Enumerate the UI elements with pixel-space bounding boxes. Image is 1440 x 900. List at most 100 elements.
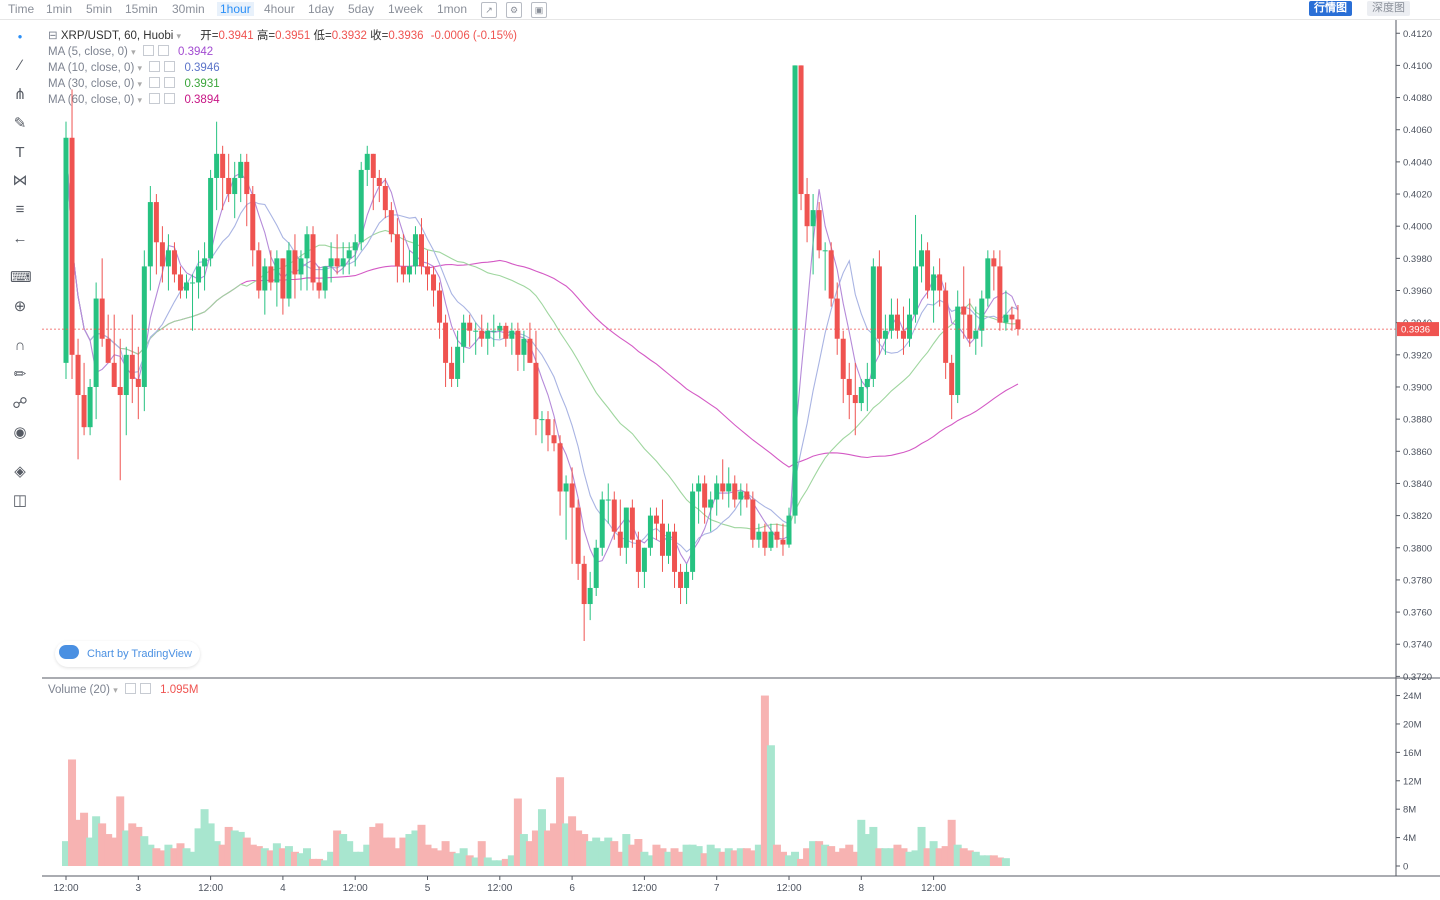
pattern-icon[interactable]: ⋈ <box>12 172 28 189</box>
candle <box>714 475 720 516</box>
candle <box>412 226 418 275</box>
back-arrow-icon[interactable]: ← <box>12 230 28 247</box>
candle-body <box>949 362 955 396</box>
volume-bar <box>152 848 161 866</box>
time-tick-label: 12:00 <box>53 883 78 894</box>
zoom-icon[interactable]: ⊕ <box>13 298 27 315</box>
volume-bar <box>965 850 974 866</box>
ma5-settings-icon[interactable] <box>142 45 154 56</box>
trend-line-icon[interactable]: ∕ <box>18 57 22 74</box>
eye-icon[interactable]: ◉ <box>13 424 27 441</box>
text-icon[interactable]: T <box>15 144 25 161</box>
candle-body <box>171 250 177 275</box>
ma5-remove-icon[interactable] <box>157 45 169 56</box>
candle-body <box>955 306 961 396</box>
layers-icon[interactable]: ◈ <box>14 463 26 480</box>
chart-type-icon[interactable]: ↗ <box>481 2 497 18</box>
volume-bar <box>224 826 233 866</box>
volume-bar <box>899 848 908 866</box>
candle <box>943 282 949 379</box>
tf-4hour[interactable]: 4hour <box>264 2 295 16</box>
candle-body <box>394 234 400 267</box>
tf-5day[interactable]: 5day <box>348 2 375 16</box>
volume-bar <box>158 850 167 866</box>
candle <box>587 571 593 621</box>
ma60-settings-icon[interactable] <box>149 93 161 104</box>
tf-30min[interactable]: 30min <box>172 2 205 16</box>
volume-legend[interactable]: Volume (20) ▾ 1.095M <box>48 683 199 696</box>
candle-body <box>919 250 925 267</box>
ma30-line <box>65 137 1019 530</box>
tradingview-watermark[interactable]: Chart by TradingView <box>55 641 200 667</box>
volume-bar <box>863 834 872 866</box>
candle <box>286 242 292 307</box>
ma10-remove-icon[interactable] <box>164 61 176 72</box>
fib-icon[interactable]: ≡ <box>15 201 25 218</box>
tf-1week[interactable]: 1week <box>388 2 423 16</box>
candle <box>63 121 69 379</box>
volume-bar <box>983 855 992 866</box>
tf-5min[interactable]: 5min <box>86 2 113 16</box>
time-tick-label: 7 <box>714 883 720 894</box>
candle <box>304 226 310 291</box>
depth-view-button[interactable]: 深度图 <box>1367 1 1410 16</box>
volume-bar <box>290 851 299 866</box>
trash-icon[interactable]: ◫ <box>12 492 28 509</box>
unlock-icon[interactable]: ☍ <box>12 395 28 412</box>
settings-icon[interactable]: ⚙ <box>506 2 522 18</box>
tf-1mon[interactable]: 1mon <box>437 2 468 16</box>
volume-bar <box>260 848 269 866</box>
pitchfork-icon[interactable]: ⋔ <box>13 86 27 103</box>
volume-bar <box>284 846 293 866</box>
ma10-legend[interactable]: MA (10, close, 0) ▾ 0.3946 <box>48 61 220 74</box>
tf-1hour[interactable]: 1hour <box>217 2 254 16</box>
candle-body <box>159 242 165 267</box>
tf-15min[interactable]: 15min <box>125 2 158 16</box>
volume-bar <box>435 850 444 866</box>
magnet-icon[interactable]: ∩ <box>14 337 26 354</box>
brush-icon[interactable]: ✎ <box>13 115 27 132</box>
ma5-legend[interactable]: MA (5, close, 0) ▾ 0.3942 <box>48 45 214 58</box>
volume-remove-icon[interactable] <box>139 683 151 694</box>
candle-body <box>792 65 798 516</box>
fullscreen-icon[interactable]: ▣ <box>531 2 547 18</box>
tf-1day[interactable]: 1day <box>308 2 335 16</box>
volume-bar <box>797 858 806 866</box>
ma10-settings-icon[interactable] <box>149 61 161 72</box>
volume-bar <box>646 855 655 866</box>
ma60-legend[interactable]: MA (60, close, 0) ▾ 0.3894 <box>48 93 220 106</box>
candle <box>985 250 991 307</box>
volume-bar <box>116 796 125 866</box>
price-tick-label: 0.3960 <box>1403 286 1432 297</box>
volume-bar <box>941 846 950 866</box>
candle-body <box>708 499 714 508</box>
candle <box>268 250 274 291</box>
ruler-icon[interactable]: ⌨ <box>10 269 32 286</box>
candle <box>400 234 406 283</box>
crosshair-icon[interactable]: ● <box>17 32 23 41</box>
candle-body <box>858 386 864 404</box>
kline-view-button[interactable]: 行情图 <box>1309 1 1352 16</box>
symbol-row: ⊟ XRP/USDT, 60, Huobi ▾ 开=0.3941 高=0.395… <box>48 30 518 42</box>
candle-body <box>244 161 250 195</box>
ma30-legend[interactable]: MA (30, close, 0) ▾ 0.3931 <box>48 77 220 90</box>
price-tick-label: 0.4120 <box>1403 29 1432 40</box>
candle <box>786 507 792 548</box>
ma30-settings-icon[interactable] <box>149 77 161 88</box>
candle <box>949 354 955 420</box>
tf-1min[interactable]: 1min <box>46 2 73 16</box>
tf-time[interactable]: Time <box>8 2 35 16</box>
candle <box>87 378 93 436</box>
ma60-remove-icon[interactable] <box>164 93 176 104</box>
volume-bar <box>616 851 625 866</box>
volume-settings-icon[interactable] <box>124 683 136 694</box>
volume-bar <box>303 848 311 866</box>
volume-bar <box>935 848 944 866</box>
candle-body <box>533 362 539 420</box>
lock-drawing-icon[interactable]: ✏ <box>13 366 27 383</box>
close-value: 0.3936 <box>388 30 424 42</box>
ma30-remove-icon[interactable] <box>164 77 176 88</box>
volume-bar <box>736 848 745 866</box>
symbol-name[interactable]: XRP/USDT, 60, Huobi <box>60 30 174 42</box>
